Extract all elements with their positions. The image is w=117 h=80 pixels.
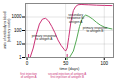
svg-text:100: 100	[100, 61, 108, 66]
svg-text:primary responseto antigen B: primary responseto antigen B	[83, 26, 108, 34]
svg-text:second injection of antigen Af: second injection of antigen Afirst injec…	[48, 72, 86, 79]
svg-text:100: 100	[14, 28, 22, 33]
svg-text:units of antibody in blood(arb: units of antibody in blood(arbitrary sca…	[3, 12, 11, 50]
svg-text:10: 10	[16, 41, 22, 46]
svg-text:primary responseto antigen A: primary responseto antigen A	[32, 34, 57, 42]
svg-text:50: 50	[63, 60, 69, 66]
svg-text:secondaryresponse toantigen A: secondaryresponse toantigen A	[67, 13, 84, 24]
svg-text:1: 1	[19, 55, 22, 60]
svg-text:1000: 1000	[11, 14, 22, 19]
svg-text:time (days): time (days)	[60, 66, 80, 71]
svg-text:0: 0	[26, 61, 29, 66]
svg-text:first injectionof antigen A: first injectionof antigen A	[20, 72, 37, 79]
